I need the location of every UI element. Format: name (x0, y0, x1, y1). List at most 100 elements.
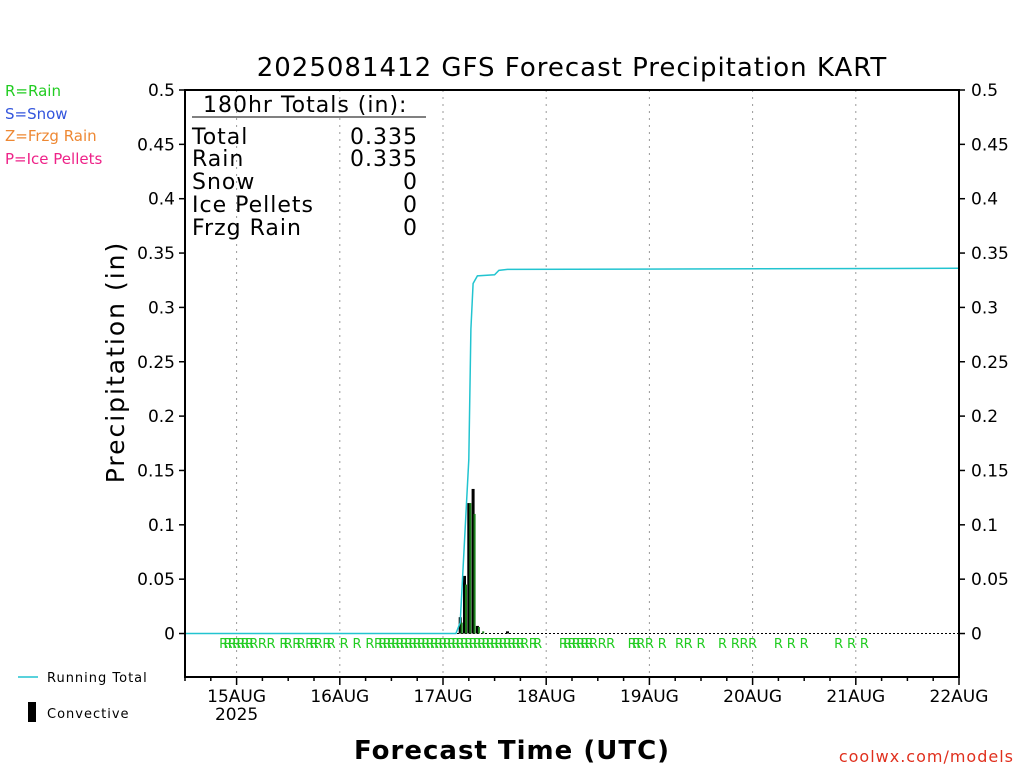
precip-type-mark-rain: R (718, 637, 727, 652)
precip-type-mark-rain: R (232, 637, 241, 652)
convective-bars (458, 488, 509, 634)
precip-type-mark-rain: R (245, 637, 254, 652)
convective-bar (471, 488, 475, 634)
precip-type-mark-rain: R (606, 637, 615, 652)
precip-type-mark-rain: R (460, 637, 469, 652)
precip-type-mark-rain: R (731, 637, 740, 652)
x-tick-label: 22AUG (930, 687, 989, 707)
y-tick-label-right: 0.25 (971, 353, 1009, 373)
y-tick-label: 0.15 (137, 461, 175, 481)
y-tick-label-right: 0.5 (971, 81, 998, 101)
precip-type-mark-rain: R (447, 637, 456, 652)
totals-label-total: Total (191, 125, 248, 150)
precip-type-mark-rain: R (322, 637, 331, 652)
precip-type-mark-rain: R (632, 637, 641, 652)
precip-type-mark-rain: R (529, 637, 538, 652)
y-tick-label: 0 (164, 625, 175, 645)
precip-type-mark-rain: R (598, 637, 607, 652)
convective-bar (463, 575, 466, 634)
precip-type-mark-rain: R (249, 637, 258, 652)
x-tick-label: 18AUG (517, 687, 576, 707)
precip-type-mark-rain: R (404, 637, 413, 652)
precip-type-mark-rain: R (400, 637, 409, 652)
precip-type-mark-rain: R (834, 637, 843, 652)
precip-type-mark-rain: R (340, 637, 349, 652)
precip-bar (469, 503, 472, 634)
y-tick-label-right: 0.35 (971, 244, 1009, 264)
precip-type-mark-rain: R (696, 637, 705, 652)
y-axis-left: 0 0.05 0.1 0.15 0.2 0.25 0.3 0.35 0.4 0.45 0.5 (137, 81, 185, 645)
y-tick-label: 0.25 (137, 353, 175, 373)
precip-type-mark-rain: R (628, 637, 637, 652)
precip-type-mark-rain: R (305, 637, 314, 652)
y-tick-label: 0.2 (148, 407, 175, 427)
gridlines (236, 90, 857, 677)
convective-bar (467, 503, 471, 634)
precip-type-mark-rain: R (456, 637, 465, 652)
y-tick-label-right: 0.4 (971, 190, 998, 210)
precip-bar (482, 631, 485, 634)
precip-type-mark-rain: R (636, 637, 645, 652)
totals-value-frzg: 0 (403, 216, 418, 241)
precip-type-mark-rain: R (327, 637, 336, 652)
precip-type-mark-rain: R (576, 637, 585, 652)
precip-type-mark-rain: R (589, 637, 598, 652)
x-tick-label: 20AUG (723, 687, 782, 707)
precip-bar (460, 622, 463, 634)
y-tick-label: 0.4 (148, 190, 175, 210)
x-tick-label: 15AUG (207, 687, 266, 707)
precip-type-mark-rain: R (520, 637, 529, 652)
precip-type-mark-rain: R (309, 637, 318, 652)
precip-bars (460, 503, 485, 634)
precip-type-mark-rain: R (279, 637, 288, 652)
precip-bar (477, 626, 480, 634)
y-tick-label-right: 0.15 (971, 461, 1009, 481)
precip-type-mark-rain: R (383, 637, 392, 652)
running-total-line (185, 267, 960, 635)
precip-type-mark-rain: R (567, 637, 576, 652)
y-tick-label: 0.3 (148, 298, 175, 318)
precip-type-mark-rain: R (675, 637, 684, 652)
precip-bar (473, 513, 476, 634)
legend-snow: S=Snow (5, 105, 68, 123)
y-tick-label: 0.1 (148, 516, 175, 536)
y-tick-label-right: 0.2 (971, 407, 998, 427)
y-tick-label: 0.35 (137, 244, 175, 264)
x-axis-label: Forecast Time (UTC) (354, 736, 670, 766)
precip-type-mark-rain: R (477, 637, 486, 652)
precip-type-mark-rain: R (499, 637, 508, 652)
precip-type-mark-rain: R (387, 637, 396, 652)
precip-type-mark-rain: R (421, 637, 430, 652)
x-tick-label: 17AUG (414, 687, 473, 707)
precip-type-mark-rain: R (473, 637, 482, 652)
precip-type-mark-rain: R (494, 637, 503, 652)
x-tick-label: 19AUG (620, 687, 679, 707)
site-credit: coolwx.com/models (839, 747, 1014, 766)
precip-type-mark-rain: R (533, 637, 542, 652)
precip-type-mark-rain: R (559, 637, 568, 652)
y-tick-label-right: 0.05 (971, 570, 1009, 590)
precip-type-mark-rain: R (490, 637, 499, 652)
y-axis-label: Precipitation (in) (101, 241, 130, 484)
totals-label-snow: Snow (192, 170, 255, 195)
precip-type-mark-rain: R (426, 637, 435, 652)
precip-type-mark-rain: R (292, 637, 301, 652)
precip-type-mark-rain: R (486, 637, 495, 652)
precip-type-mark-rain: R (413, 637, 422, 652)
x-tick-label: 21AUG (826, 687, 885, 707)
precip-type-mark-rain: R (352, 637, 361, 652)
precip-type-mark-rain: R (297, 637, 306, 652)
legend-rain: R=Rain (5, 82, 61, 100)
legend-ice-pellets: P=Ice Pellets (5, 150, 102, 168)
precip-type-mark-rain: R (469, 637, 478, 652)
precip-type-mark-rain: R (430, 637, 439, 652)
precip-type-mark-rain: R (563, 637, 572, 652)
precip-type-mark-rain: R (860, 637, 869, 652)
precip-type-mark-rain: R (236, 637, 245, 652)
precip-type-mark-rain: R (774, 637, 783, 652)
precip-type-mark-rain: R (395, 637, 404, 652)
precip-type-mark-rain: R (391, 637, 400, 652)
